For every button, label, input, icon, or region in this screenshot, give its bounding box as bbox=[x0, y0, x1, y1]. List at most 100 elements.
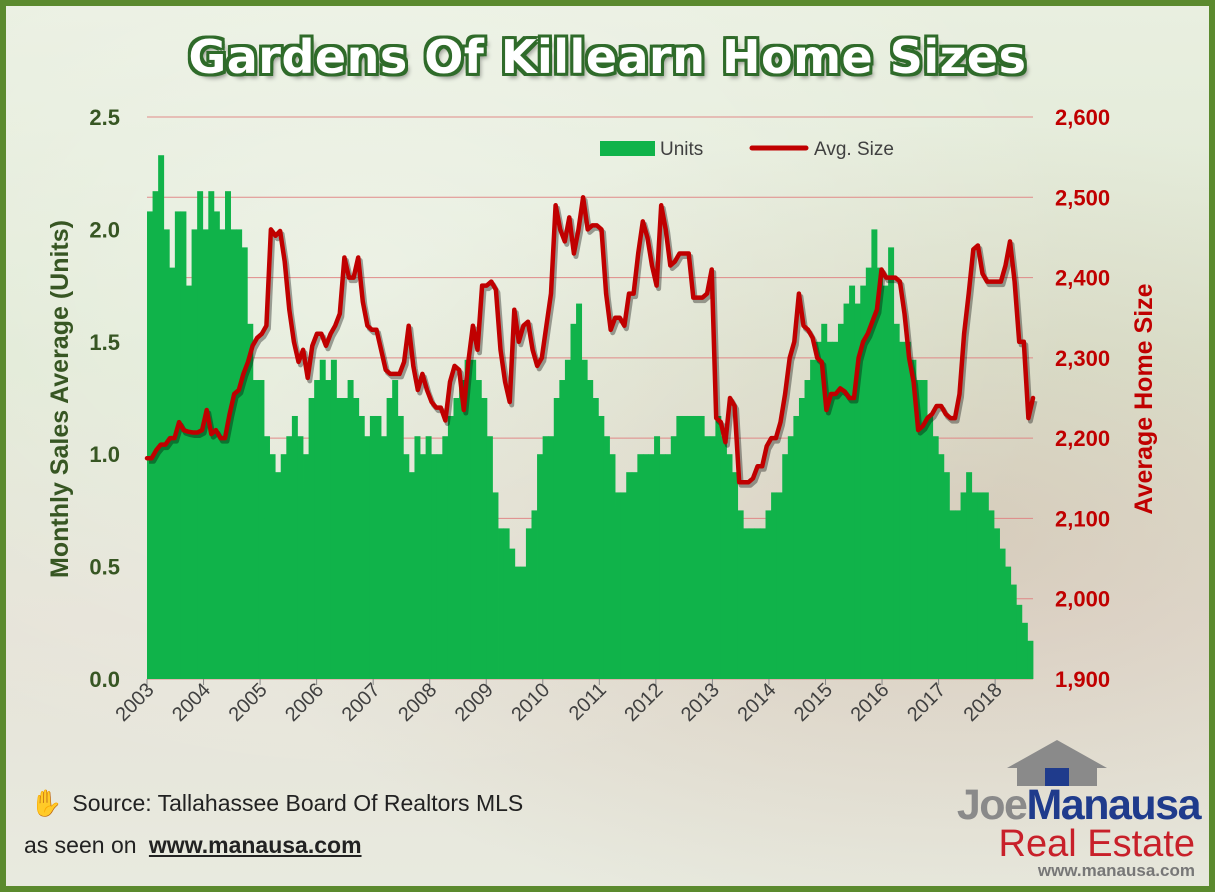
hand-icon: ✋ bbox=[30, 788, 63, 818]
units-bar bbox=[943, 472, 950, 679]
legend-units-swatch bbox=[600, 141, 655, 156]
left-tick-label: 1.5 bbox=[89, 330, 120, 355]
left-axis-label: Monthly Sales Average (Units) bbox=[46, 220, 74, 578]
units-bar bbox=[837, 323, 844, 679]
units-bar bbox=[186, 285, 192, 679]
units-bar bbox=[252, 380, 259, 679]
units-bar bbox=[960, 492, 967, 679]
units-bar bbox=[776, 492, 783, 679]
units-bar bbox=[1010, 584, 1017, 679]
units-bar bbox=[631, 472, 638, 679]
logo-manausa: Manausa bbox=[1026, 781, 1201, 829]
units-bar bbox=[353, 398, 360, 679]
right-axis-ticks: 1,900 2,000 2,100 2,200 2,300 2,400 2,500 2,600 bbox=[1055, 105, 1110, 692]
units-bar bbox=[152, 191, 159, 679]
units-bar bbox=[709, 436, 716, 679]
units-bar bbox=[704, 436, 711, 679]
units-bar bbox=[559, 380, 566, 679]
units-bar bbox=[303, 454, 309, 679]
legend-avg-size-label: Avg. Size bbox=[814, 139, 894, 160]
units-bar bbox=[938, 454, 945, 679]
units-bar bbox=[865, 267, 872, 679]
units-bar bbox=[966, 472, 973, 679]
units-bar bbox=[147, 211, 153, 680]
units-bar bbox=[364, 436, 371, 679]
units-bar bbox=[386, 398, 393, 679]
units-bar bbox=[826, 341, 833, 679]
units-bar bbox=[687, 415, 694, 679]
units-bar bbox=[598, 415, 605, 679]
units-bar bbox=[1005, 566, 1012, 679]
units-bar bbox=[899, 341, 906, 679]
units-bar bbox=[798, 398, 805, 679]
units-bar bbox=[793, 415, 800, 679]
units-bar bbox=[453, 398, 460, 679]
units-bar bbox=[637, 454, 644, 679]
units-bar bbox=[737, 510, 744, 679]
units-bar bbox=[821, 323, 828, 679]
right-tick-label: 2,400 bbox=[1055, 266, 1110, 291]
website-link[interactable]: www.manausa.com bbox=[148, 832, 362, 858]
x-tick-label: 2004 bbox=[168, 679, 215, 726]
avg-size-line bbox=[144, 195, 1038, 488]
units-bar bbox=[804, 380, 811, 679]
units-bar bbox=[993, 528, 1000, 679]
units-bar bbox=[977, 492, 984, 679]
legend: Units Avg. Size bbox=[600, 139, 894, 160]
x-tick-label: 2010 bbox=[507, 679, 554, 726]
units-bar bbox=[1027, 640, 1034, 679]
right-tick-label: 1,900 bbox=[1055, 667, 1110, 692]
source-text: Source: Tallahassee Board Of Realtors ML… bbox=[72, 790, 524, 816]
units-bar bbox=[481, 398, 488, 679]
units-bar bbox=[442, 436, 449, 679]
units-bar bbox=[815, 341, 822, 679]
left-tick-label: 0.0 bbox=[89, 667, 120, 692]
units-bar bbox=[893, 323, 900, 679]
logo-url: www.manausa.com bbox=[1037, 861, 1195, 880]
logo-real-estate: Real Estate bbox=[998, 823, 1195, 865]
left-tick-label: 0.5 bbox=[89, 555, 120, 580]
units-bar bbox=[286, 436, 293, 679]
units-bar bbox=[459, 380, 466, 679]
units-bar bbox=[330, 359, 337, 679]
units-bar bbox=[553, 398, 560, 679]
legend-units-label: Units bbox=[660, 139, 703, 160]
units-bar bbox=[241, 247, 248, 679]
units-bar bbox=[732, 472, 739, 679]
units-bar bbox=[403, 454, 410, 679]
units-bar bbox=[420, 454, 427, 679]
units-bar bbox=[542, 436, 549, 679]
units-bar bbox=[347, 380, 354, 679]
chart-title: Gardens Of Killearn Home Sizes bbox=[188, 30, 1027, 84]
units-bar bbox=[464, 359, 471, 679]
seen-on-text: as seen on bbox=[24, 832, 137, 858]
units-bar bbox=[771, 492, 778, 679]
seen-on-note: as seen on www.manausa.com bbox=[24, 832, 362, 859]
units-bar bbox=[475, 380, 482, 679]
x-tick-label: 2015 bbox=[790, 679, 837, 726]
units-bar bbox=[609, 454, 616, 679]
units-bar bbox=[927, 415, 934, 679]
units-bar bbox=[620, 492, 627, 679]
x-tick-label: 2012 bbox=[620, 679, 667, 726]
units-bar bbox=[314, 380, 321, 679]
units-bar bbox=[174, 211, 181, 680]
units-bar bbox=[910, 359, 917, 679]
units-bar bbox=[871, 229, 878, 679]
units-bar bbox=[230, 229, 237, 679]
units-bar bbox=[810, 359, 817, 679]
units-bar bbox=[659, 454, 666, 679]
units-bar bbox=[654, 436, 661, 679]
units-bar bbox=[336, 398, 343, 679]
units-bar bbox=[431, 454, 438, 679]
units-bar bbox=[492, 492, 499, 679]
units-bar bbox=[470, 359, 477, 679]
units-bar bbox=[982, 492, 989, 679]
left-tick-label: 1.0 bbox=[89, 442, 120, 467]
logo-name: JoeManausa bbox=[915, 781, 1202, 829]
units-bar bbox=[576, 303, 583, 679]
units-bar bbox=[197, 191, 204, 679]
units-bar bbox=[698, 415, 705, 679]
units-bar bbox=[319, 359, 326, 679]
